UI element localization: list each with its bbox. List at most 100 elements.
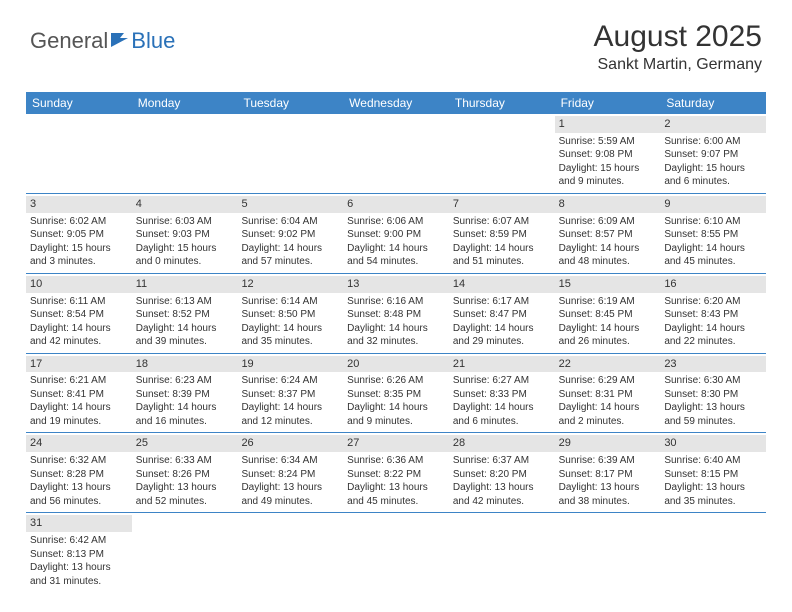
- sunrise-text: Sunrise: 6:33 AM: [136, 454, 234, 468]
- day-number: 20: [343, 356, 449, 373]
- title-block: August 2025 Sankt Martin, Germany: [594, 20, 762, 74]
- sunrise-text: Sunrise: 6:09 AM: [559, 215, 657, 229]
- day-cell: 23Sunrise: 6:30 AMSunset: 8:30 PMDayligh…: [660, 354, 766, 433]
- day-cell: 7Sunrise: 6:07 AMSunset: 8:59 PMDaylight…: [449, 194, 555, 273]
- week-row: 24 Sunrise: 6:32 AMSunset: 8:28 PM Dayligh…: [26, 433, 766, 513]
- daylight-text: Daylight: 14 hours and 32 minutes.: [347, 322, 445, 349]
- day-number: 1: [555, 116, 661, 133]
- daylight-text: Daylight: 14 hours and 22 minutes.: [664, 322, 762, 349]
- weekday-label: Tuesday: [237, 92, 343, 114]
- day-cell: 6Sunrise: 6:06 AMSunset: 9:00 PMDaylight…: [343, 194, 449, 273]
- day-cell: 29Sunrise: 6:39 AMSunset: 8:17 PMDayligh…: [555, 433, 661, 512]
- day-number: 12: [237, 276, 343, 293]
- sunset-text: Sunset: 8:33 PM: [453, 388, 551, 402]
- daylight-text: Daylight: 13 hours and 52 minutes.: [136, 481, 234, 508]
- sunset-text: Sunset: 9:02 PM: [241, 228, 339, 242]
- sunset-text: Sunset: 9:08 PM: [559, 148, 657, 162]
- day-number: 3: [26, 196, 132, 213]
- sunrise-text: Sunrise: 6:24 AM: [241, 374, 339, 388]
- week-row: 31Sunrise: 6:42 AMSunset: 8:13 PMDayligh…: [26, 513, 766, 592]
- sunrise-text: Sunrise: 6:03 AM: [136, 215, 234, 229]
- day-number: 5: [237, 196, 343, 213]
- day-cell: 22Sunrise: 6:29 AMSunset: 8:31 PMDayligh…: [555, 354, 661, 433]
- daylight-text: Daylight: 14 hours and 35 minutes.: [241, 322, 339, 349]
- sunrise-text: Sunrise: 6:26 AM: [347, 374, 445, 388]
- sunrise-text: Sunrise: 6:29 AM: [559, 374, 657, 388]
- logo: General Blue: [30, 20, 175, 54]
- sunset-text: Sunset: 8:45 PM: [559, 308, 657, 322]
- day-number: 28: [449, 435, 555, 452]
- day-number: 9: [660, 196, 766, 213]
- sunrise-text: Sunrise: 6:06 AM: [347, 215, 445, 229]
- day-number: 16: [660, 276, 766, 293]
- header: General Blue August 2025 Sankt Martin, G…: [0, 0, 792, 84]
- sunrise-text: Sunrise: 6:27 AM: [453, 374, 551, 388]
- daylight-text: Daylight: 14 hours and 6 minutes.: [453, 401, 551, 428]
- daylight-text: Daylight: 13 hours and 31 minutes.: [30, 561, 128, 588]
- daylight-text: Daylight: 13 hours and 45 minutes.: [347, 481, 445, 508]
- day-cell: [26, 114, 132, 193]
- day-number: 8: [555, 196, 661, 213]
- sunset-text: Sunset: 8:55 PM: [664, 228, 762, 242]
- daylight-text: Daylight: 14 hours and 45 minutes.: [664, 242, 762, 269]
- day-number: 10: [26, 276, 132, 293]
- sunrise-text: Sunrise: 6:13 AM: [136, 295, 234, 309]
- daylight-text: Daylight: 14 hours and 48 minutes.: [559, 242, 657, 269]
- logo-text-a: General: [30, 28, 108, 54]
- day-cell: 10Sunrise: 6:11 AMSunset: 8:54 PMDayligh…: [26, 274, 132, 353]
- sunrise-text: Sunrise: 6:30 AM: [664, 374, 762, 388]
- day-cell: 28Sunrise: 6:37 AMSunset: 8:20 PMDayligh…: [449, 433, 555, 512]
- sunset-text: Sunset: 8:39 PM: [136, 388, 234, 402]
- sunset-text: Sunset: 9:00 PM: [347, 228, 445, 242]
- daylight-text: Daylight: 14 hours and 54 minutes.: [347, 242, 445, 269]
- day-cell: [555, 513, 661, 592]
- day-number: 31: [26, 515, 132, 532]
- sunrise-text: Sunrise: 6:04 AM: [241, 215, 339, 229]
- day-cell: 5Sunrise: 6:04 AMSunset: 9:02 PMDaylight…: [237, 194, 343, 273]
- weekday-label: Thursday: [449, 92, 555, 114]
- sunset-text: Sunset: 8:30 PM: [664, 388, 762, 402]
- day-number: 2: [660, 116, 766, 133]
- day-cell: [343, 513, 449, 592]
- sunset-text: Sunset: 8:13 PM: [30, 548, 128, 562]
- weekday-label: Monday: [132, 92, 238, 114]
- daylight-text: Daylight: 15 hours and 9 minutes.: [559, 162, 657, 189]
- day-cell: 3Sunrise: 6:02 AMSunset: 9:05 PMDaylight…: [26, 194, 132, 273]
- day-number: 27: [343, 435, 449, 452]
- sunrise-text: Sunrise: 6:37 AM: [453, 454, 551, 468]
- daylight-text: Daylight: 14 hours and 51 minutes.: [453, 242, 551, 269]
- day-cell: 25Sunrise: 6:33 AMSunset: 8:26 PMDayligh…: [132, 433, 238, 512]
- sunrise-text: Sunrise: 6:20 AM: [664, 295, 762, 309]
- day-number: 24: [26, 435, 132, 452]
- daylight-text: Daylight: 14 hours and 12 minutes.: [241, 401, 339, 428]
- sunset-text: Sunset: 8:22 PM: [347, 468, 445, 482]
- sunset-text: Sunset: 9:07 PM: [664, 148, 762, 162]
- weeks-container: 1Sunrise: 5:59 AMSunset: 9:08 PMDaylight…: [26, 114, 766, 592]
- daylight-text: Daylight: 13 hours and 59 minutes.: [664, 401, 762, 428]
- day-cell: 19Sunrise: 6:24 AMSunset: 8:37 PMDayligh…: [237, 354, 343, 433]
- sunset-text: Sunset: 8:26 PM: [136, 468, 234, 482]
- day-cell: 17Sunrise: 6:21 AMSunset: 8:41 PMDayligh…: [26, 354, 132, 433]
- month-title: August 2025: [594, 20, 762, 54]
- day-cell: 21Sunrise: 6:27 AMSunset: 8:33 PMDayligh…: [449, 354, 555, 433]
- daylight-text: Daylight: 13 hours and 35 minutes.: [664, 481, 762, 508]
- day-cell: [449, 114, 555, 193]
- day-cell: 16Sunrise: 6:20 AMSunset: 8:43 PMDayligh…: [660, 274, 766, 353]
- sunset-text: Sunset: 9:05 PM: [30, 228, 128, 242]
- sunset-text: Sunset: 8:50 PM: [241, 308, 339, 322]
- week-row: 10Sunrise: 6:11 AMSunset: 8:54 PMDayligh…: [26, 274, 766, 354]
- weekday-label: Sunday: [26, 92, 132, 114]
- day-number: 11: [132, 276, 238, 293]
- sunset-text: Sunset: 8:48 PM: [347, 308, 445, 322]
- daylight-text: Daylight: 15 hours and 6 minutes.: [664, 162, 762, 189]
- daylight-text: Daylight: 14 hours and 2 minutes.: [559, 401, 657, 428]
- day-cell: 27Sunrise: 6:36 AMSunset: 8:22 PMDayligh…: [343, 433, 449, 512]
- daylight-text: Daylight: 14 hours and 16 minutes.: [136, 401, 234, 428]
- sunrise-text: Sunrise: 6:32 AM: [30, 454, 128, 468]
- sunset-text: Sunset: 8:28 PM: [30, 468, 128, 482]
- sunrise-text: Sunrise: 6:23 AM: [136, 374, 234, 388]
- day-number: 19: [237, 356, 343, 373]
- day-number: 23: [660, 356, 766, 373]
- day-number: 21: [449, 356, 555, 373]
- daylight-text: Daylight: 15 hours and 3 minutes.: [30, 242, 128, 269]
